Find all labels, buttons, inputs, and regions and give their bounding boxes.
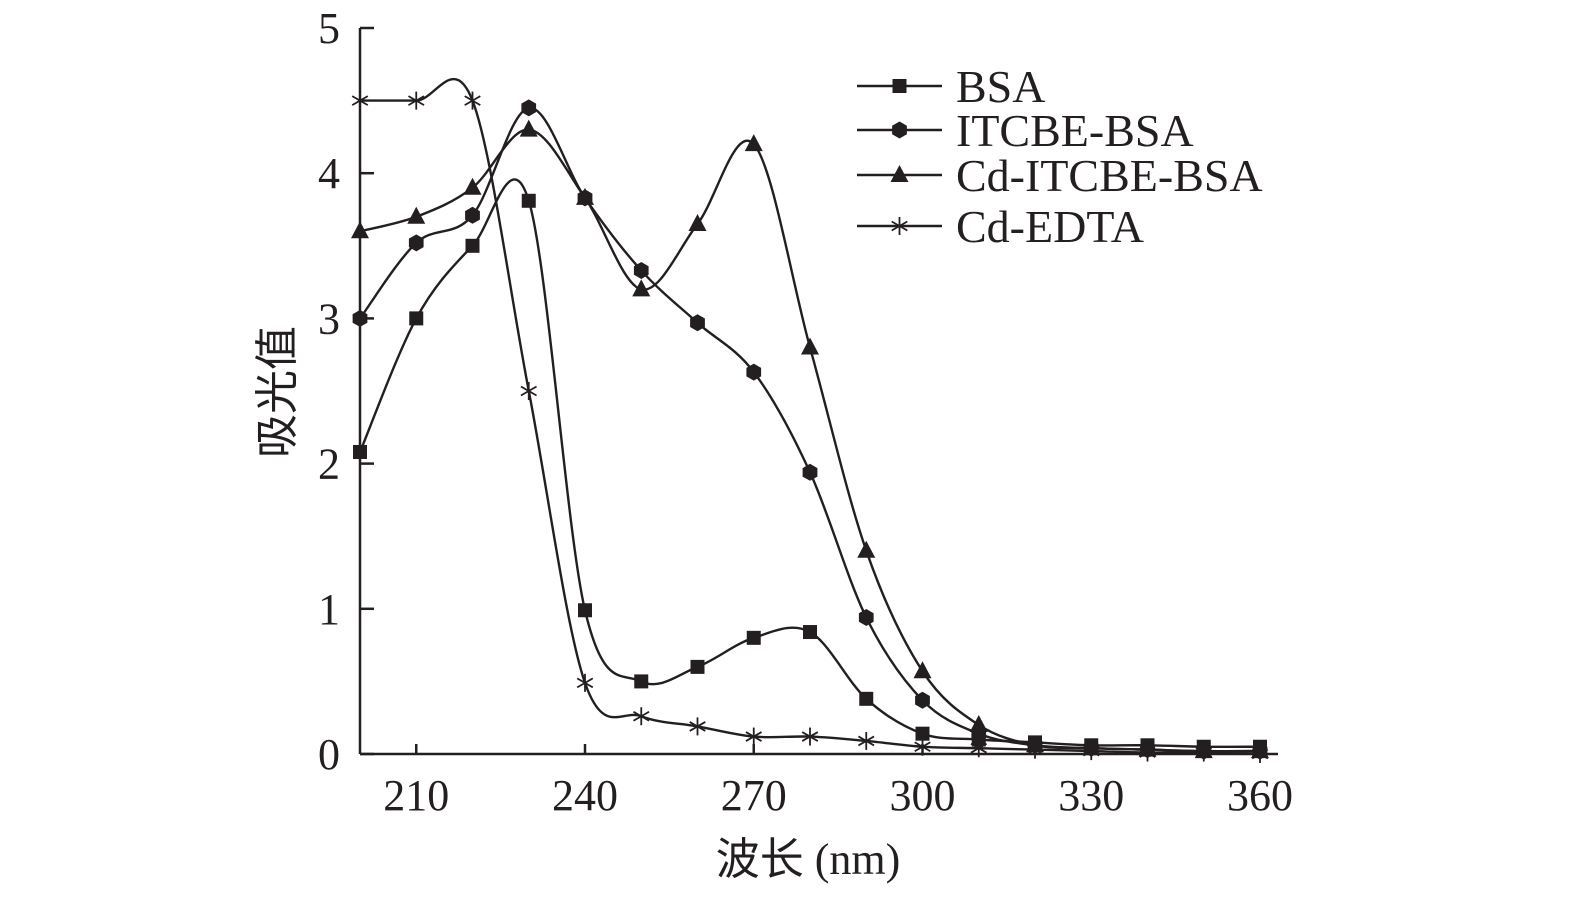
data-point: [744, 134, 763, 152]
data-point: [1026, 740, 1044, 759]
data-point: [801, 727, 819, 746]
legend-item: Cd-EDTA: [857, 201, 1144, 252]
legend-marker: [892, 79, 907, 93]
legend-label: Cd-EDTA: [956, 201, 1144, 252]
x-tick-label: 210: [383, 771, 449, 820]
data-point: [746, 630, 761, 645]
y-tick-label: 4: [318, 149, 340, 198]
y-tick-label: 3: [318, 294, 340, 343]
data-point: [465, 206, 480, 224]
legend-label: ITCBE-BSA: [956, 105, 1194, 156]
x-tick-label: 240: [552, 771, 618, 820]
data-point: [578, 603, 592, 618]
data-point: [1139, 743, 1156, 762]
data-point: [521, 193, 536, 208]
data-point: [746, 363, 762, 381]
x-tick-label: 360: [1227, 771, 1293, 820]
data-point: [969, 714, 988, 732]
legend-item: Cd-ITCBE-BSA: [857, 150, 1263, 201]
x-tick-label: 330: [1058, 771, 1124, 820]
y-tick-label: 0: [318, 730, 340, 779]
x-tick-label: 270: [721, 771, 787, 820]
x-axis-title: 波长 (nm): [716, 835, 901, 884]
data-point: [915, 691, 930, 709]
y-tick-label: 2: [318, 440, 340, 489]
data-point: [913, 661, 932, 679]
data-point: [521, 99, 537, 117]
data-point: [519, 119, 538, 137]
data-point: [802, 463, 818, 481]
data-point: [576, 187, 594, 205]
data-point: [690, 659, 705, 674]
x-tick-label: 300: [890, 771, 956, 820]
legend-label: BSA: [956, 61, 1045, 112]
data-point: [689, 717, 706, 736]
data-point: [464, 91, 481, 110]
data-point: [409, 311, 424, 326]
series-line: [358, 178, 1261, 749]
data-point: [801, 337, 819, 355]
ticks: 210 240 270 300 330 360 0 1 2 3 4 5: [318, 4, 1293, 820]
data-point: [690, 314, 705, 332]
data-point: [634, 674, 649, 689]
data-point: [915, 726, 930, 741]
y-tick-label: 1: [318, 585, 340, 634]
data-point: [465, 238, 480, 253]
legend-label: Cd-ITCBE-BSA: [956, 150, 1263, 201]
data-point: [858, 731, 875, 750]
data-point: [463, 177, 482, 195]
data-point: [408, 234, 424, 252]
data-point: [520, 382, 537, 400]
data-point: [408, 91, 425, 110]
legend-marker: [892, 121, 907, 139]
data-point: [803, 625, 817, 640]
data-point: [576, 673, 594, 692]
y-tick-label: 5: [318, 4, 340, 53]
y-axis-title: 吸光值: [253, 326, 302, 458]
legend-item: BSA: [857, 61, 1045, 112]
data-point: [633, 262, 649, 279]
data-point: [858, 609, 874, 626]
data-point: [407, 206, 426, 224]
data-point: [1195, 743, 1212, 762]
legend-marker: [890, 165, 909, 182]
data-point: [632, 279, 651, 297]
data-point: [633, 707, 650, 726]
data-point: [745, 727, 762, 746]
legend-item: ITCBE-BSA: [857, 105, 1194, 156]
data-point: [859, 691, 874, 706]
data-point: [688, 214, 707, 232]
axes: [358, 28, 1278, 756]
data-point: [857, 540, 876, 558]
legend-marker: [891, 217, 908, 235]
